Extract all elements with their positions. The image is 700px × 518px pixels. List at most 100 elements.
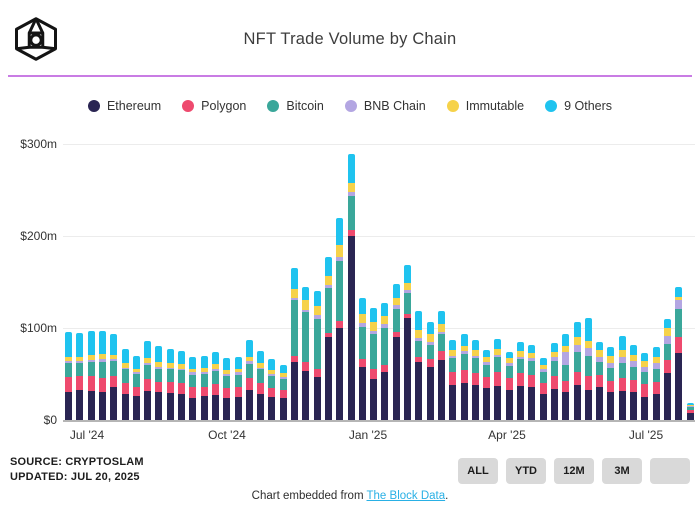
bar-segment-bitcoin <box>641 372 649 385</box>
bar-week-10[interactable] <box>166 349 174 420</box>
range-button-12m[interactable]: 12M <box>554 458 594 484</box>
bar-week-13[interactable] <box>200 355 208 420</box>
bar-week-2[interactable] <box>76 332 84 420</box>
bar-week-29[interactable] <box>381 303 389 420</box>
bar-segment-polygon <box>562 381 570 393</box>
bar-segment-9-others <box>426 321 434 335</box>
bar-week-16[interactable] <box>234 356 242 420</box>
bar-segment-9-others <box>641 352 649 362</box>
bar-segment-polygon <box>663 360 671 374</box>
bar-week-30[interactable] <box>392 283 400 420</box>
bar-segment-polygon <box>460 370 468 384</box>
bar-week-42[interactable] <box>528 344 536 420</box>
bar-segment-bnb-chain <box>268 374 276 376</box>
bar-segment-bnb-chain <box>178 368 185 371</box>
bar-week-25[interactable] <box>336 217 344 420</box>
legend-item-immutable[interactable]: Immutable <box>446 99 525 113</box>
bar-week-36[interactable] <box>460 333 468 420</box>
bar-week-44[interactable] <box>550 342 558 420</box>
bar-segment-bnb-chain <box>641 366 649 373</box>
bar-segment-9-others <box>155 346 163 363</box>
bar-week-34[interactable] <box>437 311 445 420</box>
bar-week-11[interactable] <box>178 351 185 420</box>
legend-item-9-others[interactable]: 9 Others <box>545 99 612 113</box>
bar-week-53[interactable] <box>652 347 660 420</box>
bar-week-39[interactable] <box>494 339 502 420</box>
bar-week-23[interactable] <box>313 291 321 420</box>
bar-week-56[interactable] <box>686 403 694 420</box>
bar-week-6[interactable] <box>121 349 129 420</box>
bar-week-9[interactable] <box>155 346 163 420</box>
bar-week-15[interactable] <box>223 358 231 420</box>
bar-week-3[interactable] <box>87 330 95 420</box>
bar-segment-9-others <box>98 330 106 354</box>
bar-week-28[interactable] <box>370 307 378 420</box>
bar-week-51[interactable] <box>630 344 637 420</box>
bar-segment-bnb-chain <box>460 351 468 354</box>
bar-segment-polygon <box>686 409 694 413</box>
bar-week-46[interactable] <box>573 321 581 420</box>
bar-week-35[interactable] <box>449 339 457 420</box>
bar-week-19[interactable] <box>268 359 276 420</box>
bar-week-20[interactable] <box>279 364 287 420</box>
bar-segment-immutable <box>426 334 434 342</box>
bar-week-8[interactable] <box>144 340 152 420</box>
bar-week-17[interactable] <box>245 339 253 420</box>
bar-segment-9-others <box>584 317 592 341</box>
bar-week-24[interactable] <box>324 257 332 420</box>
legend-label: 9 Others <box>564 99 613 113</box>
bar-week-32[interactable] <box>415 311 423 420</box>
range-button-3m[interactable]: 3M <box>602 458 642 484</box>
bar-week-4[interactable] <box>98 330 106 420</box>
bar-segment-bnb-chain <box>370 330 378 335</box>
bar-week-27[interactable] <box>358 297 366 420</box>
legend-item-polygon[interactable]: Polygon <box>182 99 246 113</box>
bar-segment-bnb-chain <box>257 367 265 370</box>
the-block-data-link[interactable]: The Block Data <box>366 490 446 502</box>
bar-segment-9-others <box>223 358 231 371</box>
bar-week-40[interactable] <box>505 351 513 420</box>
bar-segment-bitcoin <box>573 351 581 373</box>
bar-week-52[interactable] <box>641 352 649 420</box>
bar-week-45[interactable] <box>562 333 570 420</box>
range-button-ytd[interactable]: YTD <box>506 458 546 484</box>
range-button-blank[interactable] <box>650 458 690 484</box>
bar-segment-ethereum <box>279 397 287 420</box>
bar-segment-9-others <box>630 344 637 355</box>
bar-segment-9-others <box>132 355 140 369</box>
bar-week-18[interactable] <box>257 351 265 420</box>
the-block-logo[interactable] <box>12 15 60 63</box>
bar-segment-immutable <box>641 361 649 367</box>
bar-segment-immutable <box>245 356 253 362</box>
bar-week-1[interactable] <box>65 331 72 420</box>
bar-week-54[interactable] <box>663 318 671 420</box>
bar-week-37[interactable] <box>471 339 479 420</box>
bar-segment-9-others <box>652 347 660 357</box>
bar-week-43[interactable] <box>539 358 547 420</box>
bar-week-49[interactable] <box>607 347 615 420</box>
bar-week-7[interactable] <box>132 355 140 420</box>
bar-week-33[interactable] <box>426 321 434 420</box>
bar-week-5[interactable] <box>110 334 118 420</box>
legend-item-bitcoin[interactable]: Bitcoin <box>267 99 324 113</box>
bar-week-48[interactable] <box>596 341 604 420</box>
bar-week-50[interactable] <box>618 336 626 420</box>
bar-segment-9-others <box>663 318 671 329</box>
legend-item-ethereum[interactable]: Ethereum <box>87 99 161 113</box>
bar-segment-immutable <box>437 324 445 332</box>
legend-item-bnb-chain[interactable]: BNB Chain <box>344 99 426 113</box>
bar-week-21[interactable] <box>291 268 298 420</box>
bar-week-12[interactable] <box>189 356 197 420</box>
bar-week-26[interactable] <box>347 154 355 420</box>
range-button-all[interactable]: ALL <box>458 458 498 484</box>
bar-week-47[interactable] <box>584 317 592 420</box>
bar-week-55[interactable] <box>675 286 683 420</box>
bar-week-31[interactable] <box>404 265 411 420</box>
bar-segment-polygon <box>630 380 637 393</box>
legend-label: Immutable <box>465 99 525 113</box>
bar-week-22[interactable] <box>302 286 310 420</box>
bar-week-14[interactable] <box>211 351 219 420</box>
bar-week-38[interactable] <box>483 350 491 420</box>
bar-week-41[interactable] <box>517 341 524 420</box>
bar-segment-bitcoin <box>347 195 355 231</box>
